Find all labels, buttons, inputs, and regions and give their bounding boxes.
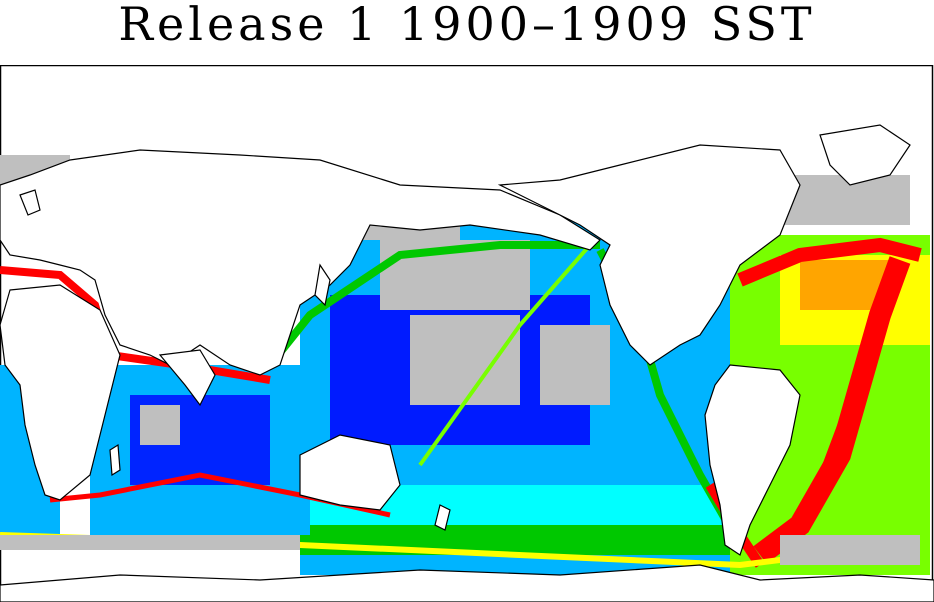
lane-north-atlantic xyxy=(737,237,922,287)
lane-north-pacific xyxy=(266,241,600,368)
lane-atlantic-south-2 xyxy=(785,343,875,538)
south-atlantic-missing xyxy=(780,535,920,565)
north-america xyxy=(497,144,801,366)
madagascar xyxy=(109,443,121,477)
pacific-missing-center xyxy=(410,315,520,405)
greenland xyxy=(819,124,911,186)
new-zealand xyxy=(434,504,451,531)
australia xyxy=(299,434,401,511)
africa xyxy=(0,284,121,501)
land-layer xyxy=(0,124,934,602)
japan xyxy=(314,263,331,307)
indian-missing xyxy=(140,405,180,445)
south-missing xyxy=(0,535,300,550)
map-title: Release 1 1900–1909 SST xyxy=(118,0,816,51)
world-map xyxy=(0,65,934,602)
india xyxy=(158,349,216,407)
map-canvas xyxy=(0,65,934,602)
pacific-missing-east xyxy=(540,325,610,405)
south-america xyxy=(704,364,801,556)
british-isles xyxy=(19,189,41,216)
lane-transpacific xyxy=(418,243,592,467)
eurasia xyxy=(0,149,601,376)
antarctica xyxy=(0,564,934,602)
